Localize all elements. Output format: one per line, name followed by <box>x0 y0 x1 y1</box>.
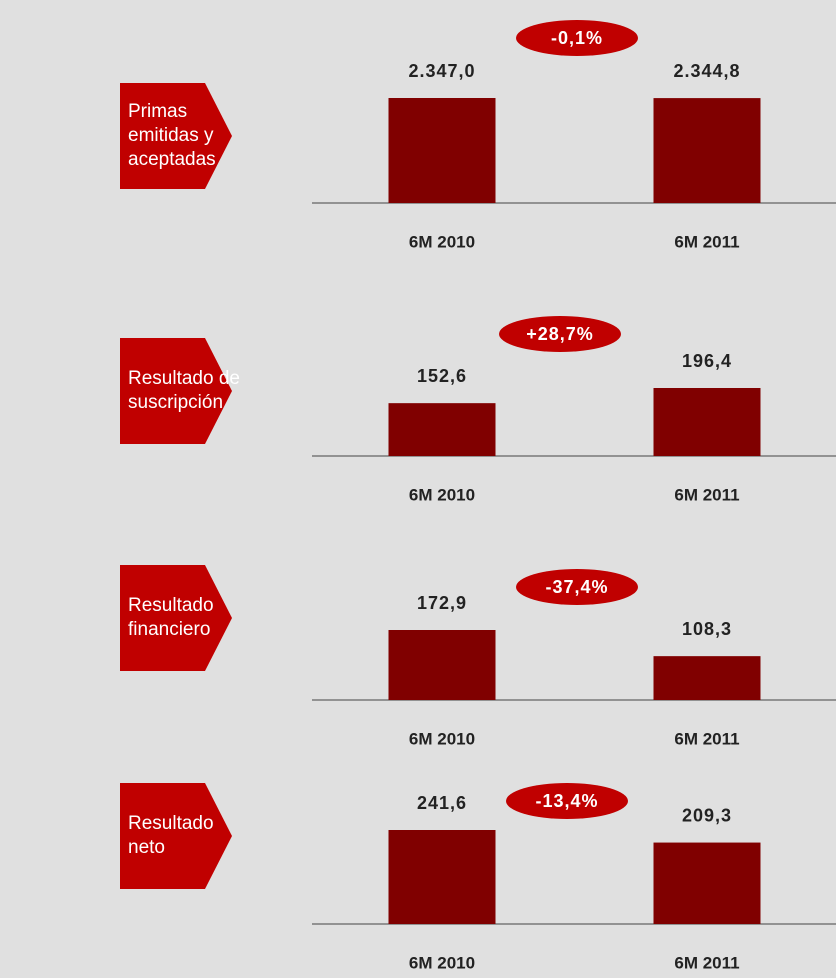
bar <box>653 656 761 700</box>
category-label: 6M 2010 <box>409 485 475 504</box>
panel-title: Resultado de suscripción <box>128 368 240 413</box>
change-label: -0,1% <box>551 28 603 48</box>
bar <box>388 630 496 700</box>
bar <box>388 403 496 456</box>
change-label: +28,7% <box>526 324 594 344</box>
change-label: -13,4% <box>535 791 598 811</box>
category-label: 6M 2010 <box>409 729 475 748</box>
label-box <box>120 565 232 671</box>
change-badge <box>506 783 628 819</box>
label-box <box>120 338 232 444</box>
category-label: 6M 2010 <box>409 232 475 251</box>
panel-title: Primas emitidas y aceptadas <box>128 101 216 170</box>
value-label: 172,9 <box>417 593 467 613</box>
category-label: 6M 2011 <box>674 729 739 748</box>
panel-title: Resultado neto <box>128 813 214 858</box>
value-label: 2.347,0 <box>408 61 475 81</box>
category-label: 6M 2011 <box>674 232 739 251</box>
value-label: 152,6 <box>417 366 467 386</box>
value-label: 209,3 <box>682 805 732 825</box>
bar <box>653 98 761 203</box>
label-box <box>120 83 232 189</box>
category-label: 6M 2011 <box>674 953 739 972</box>
panel-title: Resultado financiero <box>128 595 214 640</box>
bar <box>653 388 761 456</box>
value-label: 2.344,8 <box>673 61 740 81</box>
category-label: 6M 2011 <box>674 485 739 504</box>
value-label: 241,6 <box>417 793 467 813</box>
value-label: 108,3 <box>682 619 732 639</box>
bar <box>653 842 761 924</box>
change-badge <box>499 316 621 352</box>
change-label: -37,4% <box>545 577 608 597</box>
change-badge <box>516 569 638 605</box>
change-badge <box>516 20 638 56</box>
bar <box>388 830 496 924</box>
value-label: 196,4 <box>682 351 732 371</box>
bar <box>388 98 496 203</box>
category-label: 6M 2010 <box>409 953 475 972</box>
label-box <box>120 783 232 889</box>
